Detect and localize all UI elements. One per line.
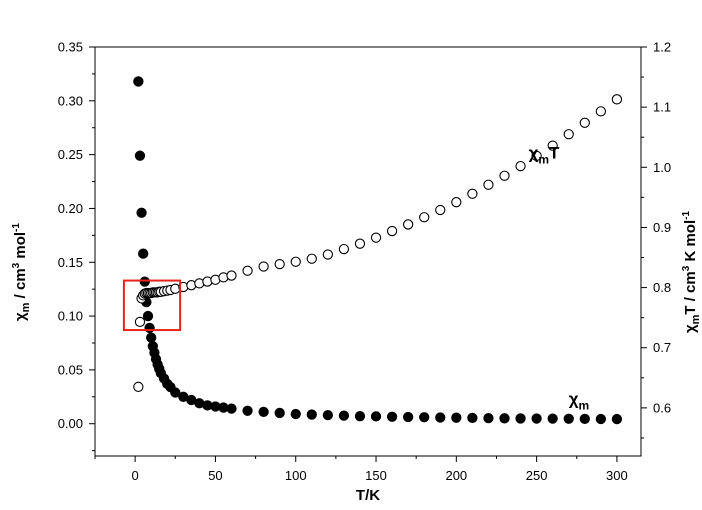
chi-m-point — [435, 412, 446, 423]
chi-m-t-point — [354, 238, 366, 249]
chi-m-t-point — [338, 243, 350, 255]
chi-m-t-point — [402, 219, 414, 230]
chi-m-point — [139, 276, 150, 287]
chi-m-point — [258, 406, 269, 418]
x-tick-label: 50 — [208, 468, 222, 483]
chi-m-point — [515, 413, 526, 424]
chi-m-t-point — [579, 117, 590, 128]
chi-m-t-point — [515, 160, 526, 172]
y-right-tick-label: 1.1 — [653, 100, 671, 115]
chi-m-point — [595, 413, 607, 425]
chi-m-t-point — [386, 225, 398, 237]
chi-m-point — [579, 413, 590, 425]
y-left-tick-label: 0.35 — [58, 40, 83, 55]
chi-m-t-point — [226, 270, 237, 281]
chi-m-point — [370, 411, 382, 422]
chi-m-point — [146, 332, 157, 343]
y-right-tick-label: 0.7 — [653, 340, 671, 355]
y-left-tick-label: 0.00 — [58, 416, 83, 431]
chi-m-point — [499, 413, 510, 424]
chi-m-t-point — [133, 381, 144, 392]
highlight-box — [122, 279, 182, 332]
chi-m-t-point — [451, 197, 462, 208]
x-tick-label: 150 — [365, 468, 387, 483]
chi-m-point — [242, 405, 253, 416]
chi-m-point — [144, 322, 155, 334]
chi-m-t-point — [258, 261, 269, 272]
y-axis-title-text: χm / cm3 mol-1 — [11, 223, 32, 321]
x-tick-label: 100 — [285, 468, 307, 483]
y-left-tick-label: 0.10 — [58, 309, 83, 324]
y-left-tick-label: 0.30 — [58, 93, 83, 108]
y-right-tick-label: 0.9 — [653, 220, 671, 235]
y-right-axis-title: χmT / cm3 K mol-1 — [681, 211, 702, 334]
y-axis-title-text: χmT / cm3 K mol-1 — [681, 211, 702, 334]
chi-m-point — [531, 413, 542, 424]
chi-m-t-point — [483, 179, 494, 190]
chi-m-point — [451, 412, 462, 423]
y-left-axis-title: χm / cm3 mol-1 — [11, 223, 32, 321]
chi-m-point — [226, 403, 237, 414]
chi-m-point — [483, 412, 494, 424]
y-right-tick-label: 0.6 — [653, 400, 671, 415]
chi-m-point — [306, 409, 317, 420]
chi-m-point — [402, 411, 414, 423]
chi-m-point — [274, 407, 285, 419]
y-left-tick-label: 0.05 — [58, 362, 83, 377]
chi-m-point — [563, 413, 574, 424]
y-left-tick-label: 0.25 — [58, 147, 83, 162]
chi-m-t-point — [499, 170, 510, 181]
chi-m-point — [322, 409, 334, 421]
chi-m-point — [138, 248, 149, 259]
chi-m-t-point — [547, 140, 558, 151]
series-label: χmT — [529, 143, 560, 166]
chi-m-point — [290, 408, 301, 420]
series-label: χm — [569, 389, 589, 412]
chi-m-t-point — [435, 204, 446, 216]
chi-m-point — [611, 413, 623, 425]
chi-m-point — [467, 412, 478, 424]
chi-m-point — [547, 413, 558, 424]
plot-frame — [94, 46, 642, 457]
chi-m-point — [134, 150, 146, 161]
chi-m-t-point — [419, 212, 430, 223]
chi-m-point — [133, 76, 144, 87]
chi-m-point — [386, 411, 398, 422]
chi-m-t-point — [274, 258, 285, 270]
ticks-layer: 0 50 100 150 200 250 300 0.00 0.05 0.10 0.15 0.20 0.… — [58, 40, 671, 484]
x-tick-label: 250 — [526, 468, 548, 483]
chi-m-t-point — [611, 94, 623, 105]
chi-m-t-point — [134, 316, 146, 328]
chi-m-t-point — [322, 249, 334, 260]
y-left-tick-label: 0.15 — [58, 255, 83, 270]
y-right-tick-label: 1.2 — [653, 40, 671, 55]
chi-m-t-point — [290, 256, 301, 267]
y-left-tick-label: 0.20 — [58, 201, 83, 216]
chi-m-t-point — [370, 232, 382, 243]
chi-m-t-point — [242, 265, 253, 276]
chi-m-t-point — [467, 188, 478, 199]
y-right-tick-label: 0.8 — [653, 280, 671, 295]
x-tick-label: 300 — [606, 468, 628, 483]
chi-m-t-point — [531, 150, 542, 162]
x-tick-label: 0 — [132, 468, 139, 483]
x-axis-title: T/K — [356, 487, 380, 504]
points-layer — [133, 76, 623, 425]
x-tick-label: 200 — [445, 468, 467, 483]
chi-m-t-point — [563, 129, 574, 140]
chi-m-point — [419, 412, 430, 423]
chi-m-point — [338, 410, 350, 421]
chi-m-t-point — [595, 106, 607, 117]
chi-m-point — [354, 411, 366, 422]
chi-m-point — [170, 387, 181, 398]
chi-m-point — [136, 207, 147, 218]
chi-m-t-point — [306, 253, 317, 264]
y-right-tick-label: 1.0 — [653, 160, 671, 175]
annotation-layer: χmT χm — [122, 143, 589, 412]
chi-m-point — [142, 310, 154, 322]
